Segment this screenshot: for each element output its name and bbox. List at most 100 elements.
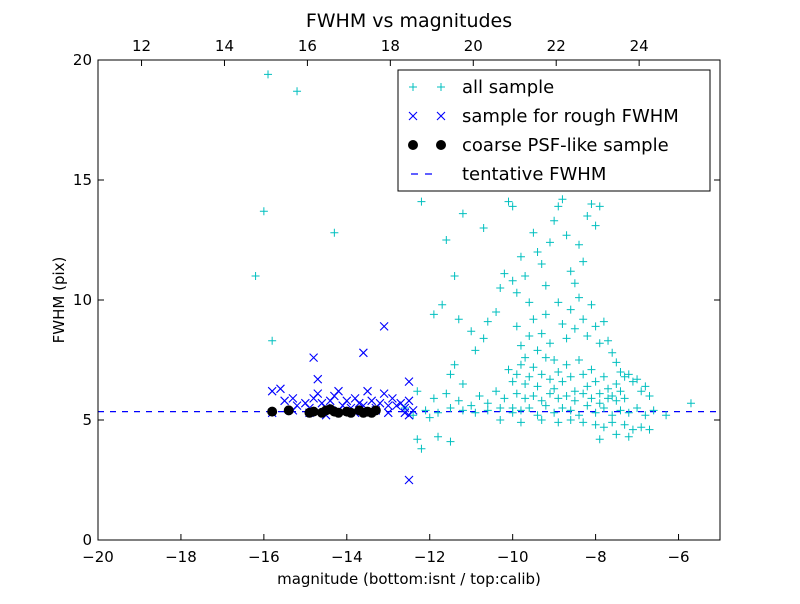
legend-item: sample for rough FWHM [408, 106, 679, 127]
data-point [624, 370, 633, 379]
series-0 [251, 70, 695, 453]
top-tick-label: 12 [132, 37, 151, 55]
data-point [313, 389, 323, 398]
data-point [516, 341, 525, 350]
data-point [363, 386, 372, 396]
data-point [599, 404, 608, 412]
data-point [562, 360, 571, 369]
data-point [276, 384, 285, 394]
x-tick-label: −10 [497, 548, 529, 566]
data-point [471, 346, 480, 355]
legend-marker [436, 111, 446, 121]
data-point [545, 339, 554, 348]
x-tick-label: −6 [667, 548, 689, 566]
data-point [537, 416, 546, 424]
data-point [637, 387, 646, 396]
data-point [429, 394, 438, 403]
data-point [562, 231, 571, 240]
data-point [562, 334, 571, 343]
data-point [525, 404, 534, 412]
series-2 [267, 404, 381, 418]
data-point [492, 308, 501, 316]
data-point [608, 418, 617, 427]
data-point [264, 70, 273, 79]
top-tick-label: 20 [464, 37, 483, 55]
data-point [591, 377, 600, 386]
data-point [554, 418, 563, 427]
data-point [283, 405, 294, 416]
axis-ticks: −20 −18 −16 −14 −12 −10 −8 −6 0 5 10 15 20 12 14 16 18 20… [73, 37, 720, 566]
data-point [434, 432, 443, 441]
data-point [537, 260, 546, 268]
data-point [579, 418, 588, 427]
data-point [525, 298, 534, 307]
data-point [479, 224, 488, 232]
data-point [575, 293, 584, 302]
data-point [587, 394, 596, 403]
data-point [624, 408, 633, 417]
data-point [379, 389, 389, 398]
x-tick-label: −16 [248, 548, 280, 566]
data-point [550, 216, 559, 225]
data-point [450, 360, 459, 369]
data-point [379, 322, 389, 331]
data-point [558, 404, 567, 412]
legend-marker [408, 111, 418, 121]
data-point [504, 365, 513, 374]
data-point [575, 356, 584, 364]
data-point [608, 348, 617, 357]
data-point [471, 408, 480, 417]
data-point [508, 377, 517, 386]
data-point [342, 396, 352, 406]
data-point [649, 406, 658, 415]
data-point [550, 408, 559, 417]
y-tick-label: 0 [82, 531, 92, 549]
data-point [570, 324, 579, 333]
data-point [259, 207, 268, 216]
y-tick-label: 5 [82, 411, 92, 429]
data-point [288, 394, 298, 403]
data-point [599, 317, 608, 326]
legend-item: coarse PSF-like sample [408, 135, 669, 156]
data-point [525, 332, 534, 340]
x-tick-label: −12 [414, 548, 446, 566]
data-point [333, 407, 344, 418]
data-point [268, 336, 277, 345]
data-point [591, 420, 600, 429]
data-point [641, 411, 650, 420]
data-point [308, 406, 319, 417]
legend-box [397, 69, 711, 192]
data-point [421, 406, 430, 415]
top-tick-label: 18 [381, 37, 400, 55]
data-point [620, 394, 629, 403]
data-point [616, 387, 625, 396]
data-point [496, 416, 505, 424]
data-point [500, 394, 509, 403]
data-point [280, 396, 289, 406]
data-point [267, 406, 278, 417]
data-point [409, 411, 418, 420]
data-point [595, 389, 604, 398]
data-point [483, 406, 492, 415]
data-point [516, 406, 525, 415]
data-point [504, 197, 513, 206]
data-point [512, 389, 521, 398]
data-point [579, 315, 588, 324]
data-point [545, 238, 554, 247]
data-point [525, 372, 534, 381]
data-point [404, 396, 414, 406]
legend-label: sample for rough FWHM [462, 106, 679, 127]
data-point [541, 353, 550, 362]
legend-label: tentative FWHM [462, 164, 606, 185]
data-point [628, 425, 637, 434]
data-point [251, 272, 260, 280]
data-point [587, 300, 596, 309]
data-point [537, 329, 546, 338]
data-point [595, 399, 604, 408]
data-point [358, 348, 368, 358]
data-point [400, 408, 410, 418]
data-point [570, 396, 579, 405]
data-point [404, 475, 414, 485]
legend-marker [437, 83, 445, 91]
